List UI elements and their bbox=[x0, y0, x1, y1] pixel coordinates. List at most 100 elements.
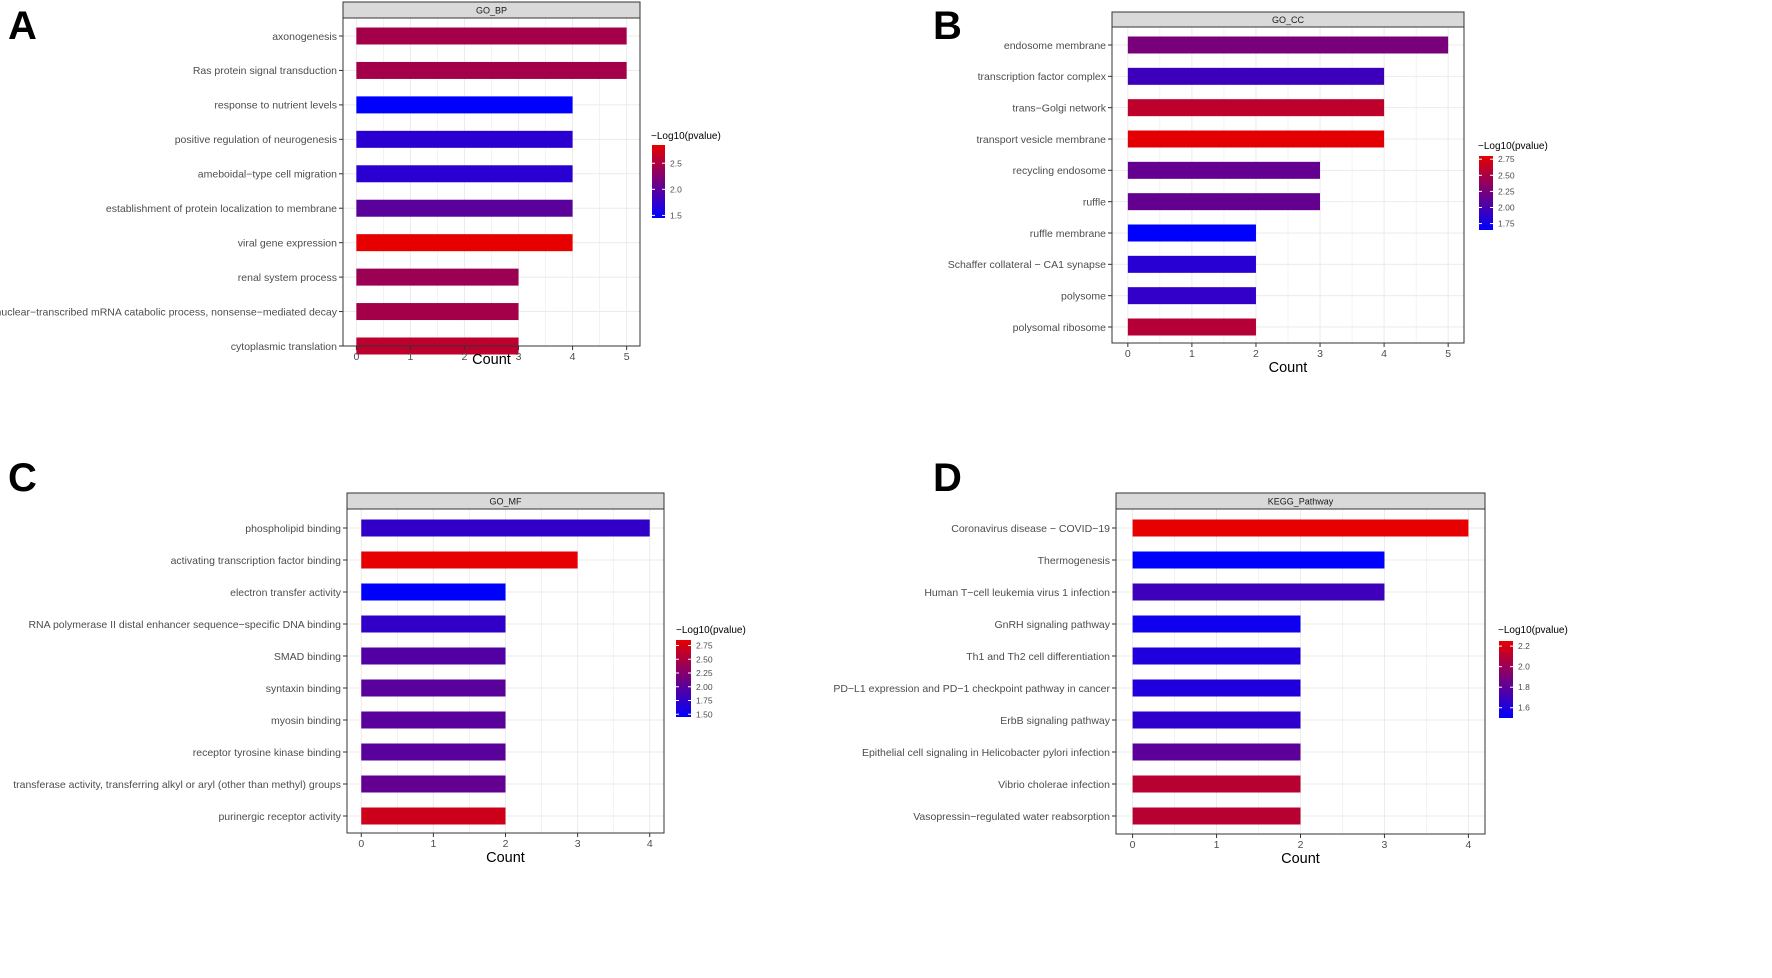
bar-th1-and-th2-cell-differentiation bbox=[1132, 647, 1301, 665]
bar-ruffle-membrane bbox=[1127, 224, 1256, 242]
legend-tick-label: 1.75 bbox=[1498, 219, 1515, 229]
plot-border bbox=[1111, 26, 1465, 344]
category-label: Vibrio cholerae infection bbox=[998, 779, 1110, 791]
plot-border bbox=[342, 17, 641, 347]
legend-tick-label: 2.50 bbox=[1498, 170, 1515, 180]
legend-tick-label: 1.5 bbox=[670, 210, 682, 220]
bar-syntaxin-binding bbox=[361, 679, 506, 697]
legend-title: −Log10(pvalue) bbox=[1478, 141, 1548, 152]
x-tick-label: 0 bbox=[1130, 839, 1136, 851]
legend-tick-label: 2.00 bbox=[696, 682, 713, 692]
category-label: renal system process bbox=[238, 272, 337, 284]
bar-gnrh-signaling-pathway bbox=[1132, 615, 1301, 633]
legend-tick-label: 2.2 bbox=[1518, 641, 1530, 651]
x-tick-label: 2 bbox=[1253, 348, 1259, 360]
category-label: Schaffer collateral − CA1 synapse bbox=[948, 259, 1106, 271]
bar-electron-transfer-activity bbox=[361, 583, 506, 601]
category-label: establishment of protein localization to… bbox=[106, 203, 337, 215]
category-label: RNA polymerase II distal enhancer sequen… bbox=[28, 619, 341, 631]
bar-establishment-of-protein-localization-to-membrane bbox=[356, 199, 573, 217]
legend-tick-label: 2.50 bbox=[696, 654, 713, 664]
bar-schaffer-collateral-ca1-synapse bbox=[1127, 255, 1256, 273]
legend-tick-label: 2.00 bbox=[1498, 202, 1515, 212]
legend-tick-label: 2.5 bbox=[670, 158, 682, 168]
legend-tick-label: 1.75 bbox=[696, 696, 713, 706]
x-tick-label: 4 bbox=[647, 838, 653, 850]
category-label: Epithelial cell signaling in Helicobacte… bbox=[862, 747, 1110, 759]
bar-epithelial-cell-signaling-in-helicobacter-pylori-infection bbox=[1132, 743, 1301, 761]
x-tick-label: 1 bbox=[1189, 348, 1195, 360]
strip-title: GO_MF bbox=[489, 497, 522, 507]
bar-ruffle bbox=[1127, 193, 1321, 211]
category-label: cytoplasmic translation bbox=[231, 341, 337, 353]
x-tick-label: 0 bbox=[353, 351, 359, 363]
category-label: SMAD binding bbox=[274, 651, 341, 663]
x-tick-label: 2 bbox=[1298, 839, 1304, 851]
category-label: ruffle bbox=[1083, 196, 1106, 208]
bar-activating-transcription-factor-binding bbox=[361, 551, 578, 569]
category-label: PD−L1 expression and PD−1 checkpoint pat… bbox=[833, 683, 1110, 695]
bar-vibrio-cholerae-infection bbox=[1132, 775, 1301, 793]
bar-receptor-tyrosine-kinase-binding bbox=[361, 743, 506, 761]
category-label: axonogenesis bbox=[272, 31, 337, 43]
legend-colorbar bbox=[1499, 641, 1513, 718]
category-label: ErbB signaling pathway bbox=[1000, 715, 1110, 727]
category-label: Coronavirus disease − COVID−19 bbox=[951, 523, 1110, 535]
bar-nuclear-transcribed-mrna-catabolic-process-nonsense-mediated-decay bbox=[356, 303, 519, 321]
panel-letter-b: B bbox=[933, 4, 962, 48]
category-label: ameboidal−type cell migration bbox=[198, 169, 337, 181]
category-label: endosome membrane bbox=[1004, 40, 1106, 52]
x-axis-label: Count bbox=[486, 850, 525, 866]
bar-transport-vesicle-membrane bbox=[1127, 130, 1385, 148]
legend-tick-label: 2.0 bbox=[670, 184, 682, 194]
strip-title: KEGG_Pathway bbox=[1268, 497, 1334, 507]
bar-vasopressin-regulated-water-reabsorption bbox=[1132, 807, 1301, 825]
category-label: polysomal ribosome bbox=[1013, 322, 1107, 334]
x-tick-label: 1 bbox=[1214, 839, 1220, 851]
category-label: viral gene expression bbox=[238, 237, 337, 249]
panel-letter-d: D bbox=[933, 456, 962, 500]
bar-axonogenesis bbox=[356, 27, 627, 45]
bar-transferase-activity-transferring-alkyl-or-aryl-other-than-methyl-groups bbox=[361, 775, 506, 793]
category-label: ruffle membrane bbox=[1030, 228, 1106, 240]
x-axis-label: Count bbox=[1281, 851, 1320, 867]
x-tick-label: 3 bbox=[516, 351, 522, 363]
legend-tick-label: 2.75 bbox=[696, 641, 713, 651]
category-label: phospholipid binding bbox=[245, 523, 341, 535]
bar-purinergic-receptor-activity bbox=[361, 807, 506, 825]
category-label: activating transcription factor binding bbox=[171, 555, 342, 567]
x-tick-label: 1 bbox=[407, 351, 413, 363]
category-label: receptor tyrosine kinase binding bbox=[193, 747, 341, 759]
bar-coronavirus-disease-covid-19 bbox=[1132, 519, 1469, 537]
legend-tick-label: 2.75 bbox=[1498, 154, 1515, 164]
category-label: transferase activity, transferring alkyl… bbox=[13, 779, 341, 791]
bar-recycling-endosome bbox=[1127, 161, 1321, 179]
bar-trans-golgi-network bbox=[1127, 99, 1385, 117]
bar-thermogenesis bbox=[1132, 551, 1385, 569]
bar-smad-binding bbox=[361, 647, 506, 665]
x-tick-label: 4 bbox=[1465, 839, 1471, 851]
bar-myosin-binding bbox=[361, 711, 506, 729]
x-tick-label: 2 bbox=[503, 838, 509, 850]
x-tick-label: 2 bbox=[462, 351, 468, 363]
legend-tick-label: 2.25 bbox=[696, 668, 713, 678]
category-label: syntaxin binding bbox=[266, 683, 341, 695]
legend-tick-label: 1.8 bbox=[1518, 682, 1530, 692]
category-label: purinergic receptor activity bbox=[218, 811, 341, 823]
legend-tick-label: 2.0 bbox=[1518, 662, 1530, 672]
x-tick-label: 3 bbox=[1382, 839, 1388, 851]
bar-response-to-nutrient-levels bbox=[356, 96, 573, 114]
x-tick-label: 5 bbox=[624, 351, 630, 363]
legend-tick-label: 1.50 bbox=[696, 709, 713, 719]
bar-phospholipid-binding bbox=[361, 519, 650, 537]
bar-transcription-factor-complex bbox=[1127, 67, 1385, 85]
category-label: response to nutrient levels bbox=[214, 100, 337, 112]
x-tick-label: 3 bbox=[1317, 348, 1323, 360]
bar-human-t-cell-leukemia-virus-1-infection bbox=[1132, 583, 1385, 601]
strip-title: GO_CC bbox=[1272, 15, 1305, 25]
category-label: electron transfer activity bbox=[230, 587, 342, 599]
category-label: transcription factor complex bbox=[978, 71, 1107, 83]
category-label: Th1 and Th2 cell differentiation bbox=[966, 651, 1110, 663]
